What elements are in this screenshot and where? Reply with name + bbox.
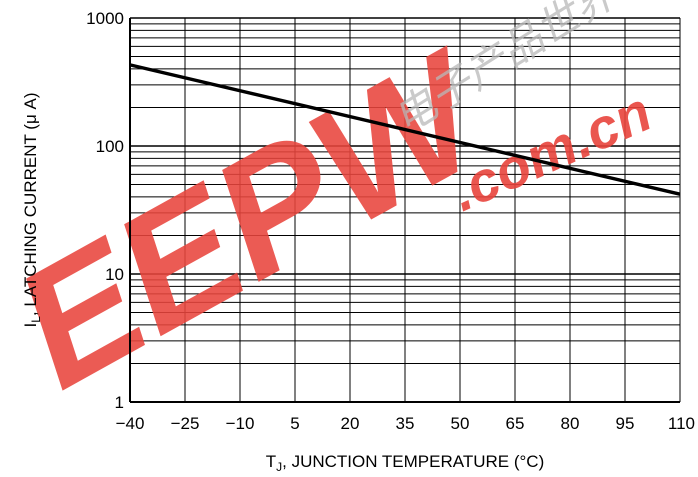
series-layer bbox=[129, 63, 681, 196]
x-tick-label: −40 bbox=[116, 414, 145, 433]
y-tick-label: 10 bbox=[105, 265, 124, 284]
y-tick-label: 1 bbox=[115, 393, 124, 412]
y-axis-title: IL, LATCHING CURRENT (μ A) bbox=[21, 93, 43, 328]
x-tick-labels: −40 −25 −10 5 20 35 50 65 80 95 110 bbox=[116, 414, 695, 433]
x-axis-title: TJ, JUNCTION TEMPERATURE (°C) bbox=[266, 452, 545, 474]
plot-frame bbox=[129, 18, 680, 403]
x-tick-label: 5 bbox=[290, 414, 299, 433]
x-tick-label: 35 bbox=[396, 414, 415, 433]
x-tick-label: −25 bbox=[171, 414, 200, 433]
x-tick-label: 80 bbox=[561, 414, 580, 433]
x-tick-label: −10 bbox=[226, 414, 255, 433]
x-tick-label: 110 bbox=[668, 414, 695, 433]
x-tick-label: 20 bbox=[341, 414, 360, 433]
y-tick-label: 1000 bbox=[86, 9, 124, 28]
x-tick-label: 50 bbox=[451, 414, 470, 433]
y-tick-labels: 1 10 100 1000 bbox=[86, 9, 124, 412]
series-line-1 bbox=[129, 63, 681, 196]
x-tick-label: 95 bbox=[616, 414, 635, 433]
x-tick-label: 65 bbox=[506, 414, 525, 433]
y-tick-label: 100 bbox=[96, 137, 124, 156]
